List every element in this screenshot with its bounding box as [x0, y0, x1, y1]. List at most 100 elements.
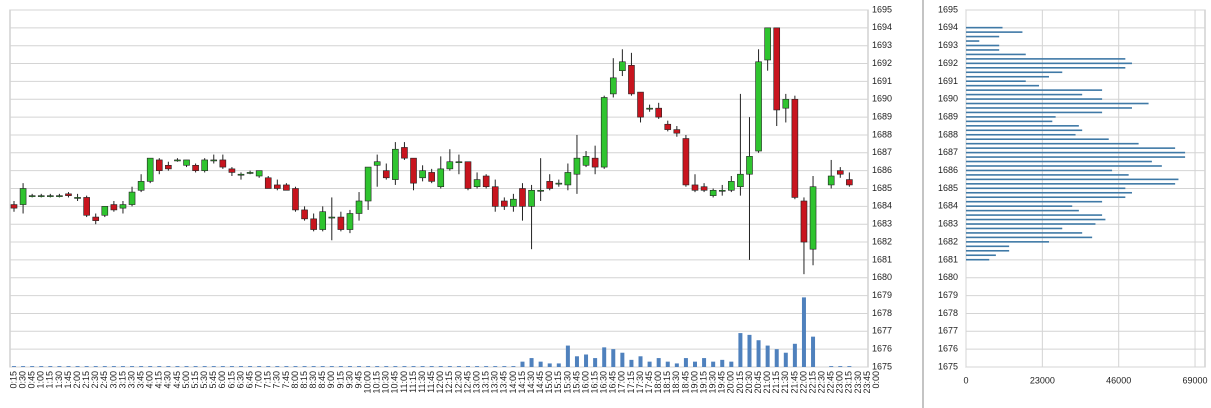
candle-body — [655, 107, 662, 118]
candle-body — [246, 172, 254, 174]
volume-bar — [674, 363, 679, 367]
candle-body — [183, 159, 190, 166]
volume-bar — [720, 359, 725, 367]
candle-body — [65, 193, 72, 196]
volume-bar — [693, 361, 697, 367]
y-tick-label: 1690 — [872, 94, 892, 104]
x-tick-label: 0:45 — [27, 371, 37, 389]
candle-body — [74, 197, 81, 199]
profile-bar — [966, 75, 1049, 78]
x-tick-label: 2:00 — [72, 371, 82, 389]
x-tick-label: 5:45 — [208, 371, 218, 389]
x-tick-label: 3:15 — [117, 371, 127, 389]
candle-body — [283, 184, 290, 191]
volume-bar — [257, 366, 262, 367]
x-tick-label: 2:45 — [99, 371, 109, 389]
candle-body — [628, 65, 635, 95]
volume-bar — [229, 366, 234, 367]
y-tick-label: 1684 — [872, 201, 892, 211]
candle-body — [83, 197, 90, 216]
volume-bar — [656, 358, 661, 367]
profile-bar — [966, 44, 1000, 47]
x-tick-label: 6:15 — [226, 371, 236, 389]
y-tick-label: 1692 — [938, 58, 958, 68]
candle-body — [482, 175, 490, 188]
profile-bar — [966, 107, 1132, 109]
y-tick-label: 1684 — [938, 201, 958, 211]
x-tick-label: 12:15 — [444, 371, 454, 394]
volume-bar — [484, 366, 489, 367]
profile-bar — [966, 165, 1162, 167]
y-tick-label: 1683 — [872, 219, 892, 229]
y-tick-label: 1689 — [938, 111, 958, 121]
x-tick-label: 17:45 — [644, 371, 654, 394]
y-tick-label: 1688 — [938, 129, 958, 139]
x-tick-label: 19:45 — [717, 371, 727, 394]
x-tick-label: 14:00 — [508, 371, 518, 394]
candle-body — [19, 188, 27, 205]
volume-bar — [520, 361, 525, 367]
volume-bar — [774, 349, 779, 367]
volume-bar — [611, 349, 616, 367]
volume-bar — [293, 366, 298, 367]
candle-body — [174, 159, 181, 162]
profile-bar — [966, 111, 1103, 114]
volume-bar — [320, 366, 325, 367]
candle-body — [682, 138, 690, 186]
profile-bar — [966, 80, 1026, 82]
x-tick-label: 5:15 — [190, 371, 200, 389]
candle-body — [10, 204, 18, 209]
candle-body — [737, 173, 744, 188]
y-tick-label: 1685 — [872, 183, 892, 193]
volume-bar — [329, 366, 334, 367]
x-tick-label: 16:30 — [599, 371, 609, 394]
profile-bar — [966, 31, 1023, 33]
x-tick-label: 17:30 — [635, 371, 645, 394]
x-tick-label: 9:15 — [335, 371, 345, 389]
profile-bar — [966, 125, 1079, 127]
x-tick-label: 22:30 — [816, 371, 826, 394]
x-tick-label: 12:45 — [462, 371, 472, 394]
profile-bar — [966, 138, 1109, 141]
volume-bar — [620, 352, 625, 367]
x-tick-label: 18:45 — [680, 371, 690, 394]
candle-body — [301, 209, 308, 220]
y-tick-label: 1675 — [938, 361, 958, 371]
profile-bar — [966, 241, 1049, 243]
candle-body — [319, 211, 327, 230]
x-tick-label: 13:00 — [471, 371, 481, 394]
x-tick-label: 9:30 — [344, 371, 354, 389]
volume-bar — [593, 358, 598, 367]
x-tick-label: 0:00 — [871, 371, 881, 389]
x-tick-label: 1:45 — [63, 371, 73, 389]
volume-bar — [456, 366, 461, 367]
x-tick-label: 9:45 — [353, 371, 363, 389]
x-tick-label: 5:30 — [199, 371, 209, 389]
profile-bar — [966, 187, 1126, 190]
profile-bar — [966, 129, 1083, 132]
volume-bar — [120, 366, 125, 367]
profile-bar — [966, 218, 1106, 221]
candle-body — [700, 186, 708, 191]
candle-body — [210, 159, 218, 162]
x-tick-label: 69000 — [1183, 375, 1208, 385]
profile-bar — [966, 254, 996, 257]
x-tick-label: 16:45 — [608, 371, 618, 394]
candle-body — [519, 188, 526, 207]
volume-bar — [538, 361, 543, 367]
y-tick-label: 1682 — [872, 236, 892, 246]
candle-body — [428, 172, 435, 182]
volume-bar — [66, 366, 71, 367]
y-tick-label: 1678 — [938, 308, 958, 318]
candle-body — [537, 189, 544, 192]
profile-bar — [966, 53, 1026, 56]
volume-bar — [547, 363, 552, 367]
x-tick-label: 9:00 — [326, 371, 336, 389]
profile-bar — [966, 67, 1126, 69]
candle-body — [501, 200, 508, 207]
y-tick-label: 1693 — [872, 40, 892, 50]
x-tick-label: 10:15 — [372, 371, 382, 394]
x-tick-label: 17:15 — [626, 371, 636, 394]
candle-body — [328, 216, 336, 219]
volume-bar — [39, 366, 44, 367]
